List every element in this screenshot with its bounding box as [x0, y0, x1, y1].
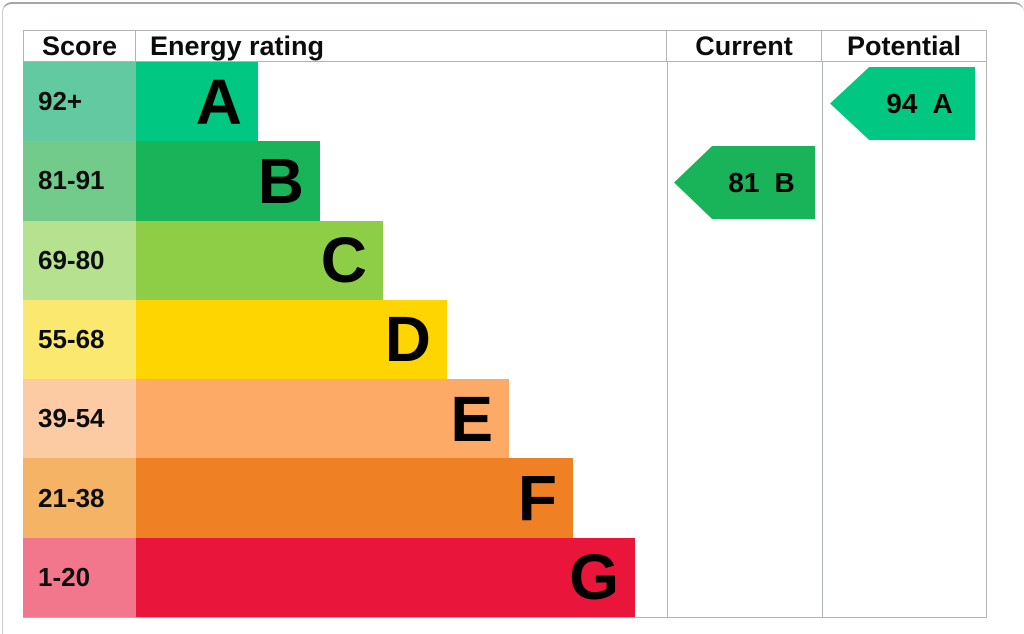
band-bar-a: A [136, 62, 258, 142]
potential-rating-arrow: 94 A [830, 67, 975, 140]
current-band-letter: B [774, 166, 795, 198]
header-potential-label: Potential [846, 30, 961, 61]
score-range-g: 1-20 [23, 537, 136, 617]
current-rating-arrow: 81 B [674, 146, 815, 219]
epc-rating-table: Score Energy rating Current Potential 92… [23, 30, 987, 618]
band-bar-f: F [136, 458, 573, 538]
score-range-c: 69-80 [23, 220, 136, 300]
current-column: 81 B [667, 62, 822, 617]
band-bar-c: C [136, 220, 383, 300]
band-letter-e: E [450, 382, 493, 455]
header-score: Score [23, 30, 136, 62]
header-current: Current [667, 30, 822, 62]
potential-score-value: 94 [886, 87, 918, 119]
band-bar-d: D [136, 299, 447, 380]
score-range-a: 92+ [23, 62, 136, 142]
score-range-e: 39-54 [23, 379, 136, 459]
band-letter-b: B [257, 144, 304, 217]
potential-column: 94 A [822, 62, 987, 617]
header-energy-rating: Energy rating [136, 30, 667, 62]
band-letter-a: A [195, 65, 242, 138]
band-letter-c: C [320, 224, 367, 297]
band-bar-e: E [136, 379, 509, 459]
header-score-label: Score [41, 30, 118, 61]
header-potential: Potential [822, 30, 987, 62]
potential-band-letter: A [932, 87, 953, 119]
score-range-b: 81-91 [23, 141, 136, 221]
score-range-f: 21-38 [23, 458, 136, 538]
band-bar-b: B [136, 141, 320, 221]
band-bar-g: G [136, 537, 635, 617]
header-current-label: Current [695, 30, 793, 61]
band-letter-f: F [517, 462, 557, 535]
band-letter-d: D [384, 303, 431, 376]
score-range-d: 55-68 [23, 299, 136, 380]
header-energy-rating-label: Energy rating [150, 30, 325, 61]
current-score-value: 81 [728, 166, 760, 198]
band-letter-g: G [569, 541, 619, 614]
